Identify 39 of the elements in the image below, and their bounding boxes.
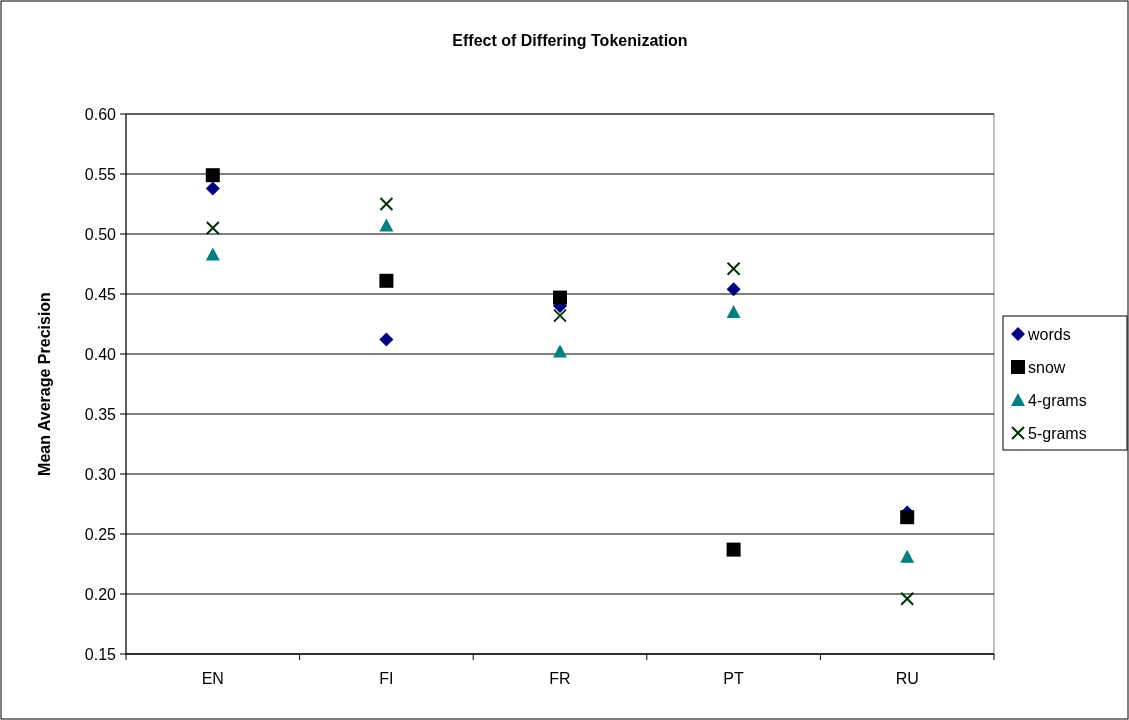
point	[900, 549, 915, 563]
point	[900, 591, 915, 606]
y-tick-label: 0.35	[84, 405, 117, 423]
x-tick-label: PT	[723, 670, 745, 687]
x-tick-label: EN	[201, 670, 224, 687]
y-tick-label: 0.15	[84, 645, 117, 663]
y-tick-label: 0.55	[84, 165, 117, 183]
point	[205, 221, 220, 235]
y-tick-label: 0.45	[84, 285, 117, 303]
legend-label: snow	[1028, 358, 1066, 376]
x-tick-label: FR	[549, 670, 571, 687]
legend-label: 5-grams	[1028, 424, 1087, 442]
x-tick-label: FI	[379, 670, 394, 687]
point	[900, 510, 915, 525]
point	[553, 290, 567, 305]
point	[553, 344, 567, 358]
point	[379, 218, 394, 232]
point	[726, 261, 741, 276]
legend-label: 4-grams	[1028, 391, 1087, 409]
point	[205, 168, 220, 183]
point	[553, 308, 567, 323]
y-axis-title: Mean Average Precision	[36, 292, 53, 476]
point	[379, 273, 394, 288]
point	[379, 197, 394, 211]
point	[379, 332, 394, 347]
legend-label: words	[1027, 325, 1071, 343]
y-tick-label: 0.50	[84, 225, 117, 243]
y-tick-label: 0.40	[84, 345, 117, 363]
point	[726, 542, 741, 557]
point	[726, 305, 741, 318]
point	[205, 247, 220, 261]
y-tick-label: 0.30	[84, 465, 117, 483]
x-tick-label: RU	[895, 670, 919, 687]
point	[205, 181, 220, 196]
chart-title: Effect of Differing Tokenization	[452, 32, 688, 49]
y-tick-label: 0.20	[84, 585, 117, 603]
y-tick-label: 0.60	[84, 105, 117, 123]
point	[726, 282, 741, 297]
y-tick-label: 0.25	[84, 525, 117, 543]
